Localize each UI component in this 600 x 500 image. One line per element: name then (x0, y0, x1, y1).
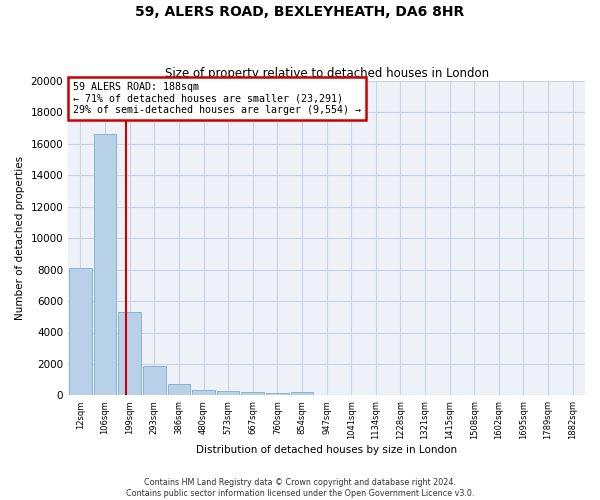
X-axis label: Distribution of detached houses by size in London: Distribution of detached houses by size … (196, 445, 457, 455)
Text: 59 ALERS ROAD: 188sqm
← 71% of detached houses are smaller (23,291)
29% of semi-: 59 ALERS ROAD: 188sqm ← 71% of detached … (73, 82, 361, 116)
Y-axis label: Number of detached properties: Number of detached properties (15, 156, 25, 320)
Bar (266, 393, 289, 396)
Bar (241, 392, 264, 396)
Bar (143, 366, 166, 396)
Text: 59, ALERS ROAD, BEXLEYHEATH, DA6 8HR: 59, ALERS ROAD, BEXLEYHEATH, DA6 8HR (136, 5, 464, 19)
Bar (217, 391, 239, 396)
Title: Size of property relative to detached houses in London: Size of property relative to detached ho… (164, 66, 488, 80)
Bar (290, 392, 313, 396)
Bar (94, 134, 116, 396)
Text: Contains HM Land Registry data © Crown copyright and database right 2024.
Contai: Contains HM Land Registry data © Crown c… (126, 478, 474, 498)
Bar (192, 390, 215, 396)
Bar (167, 384, 190, 396)
Bar (118, 312, 141, 396)
Bar (69, 268, 92, 396)
